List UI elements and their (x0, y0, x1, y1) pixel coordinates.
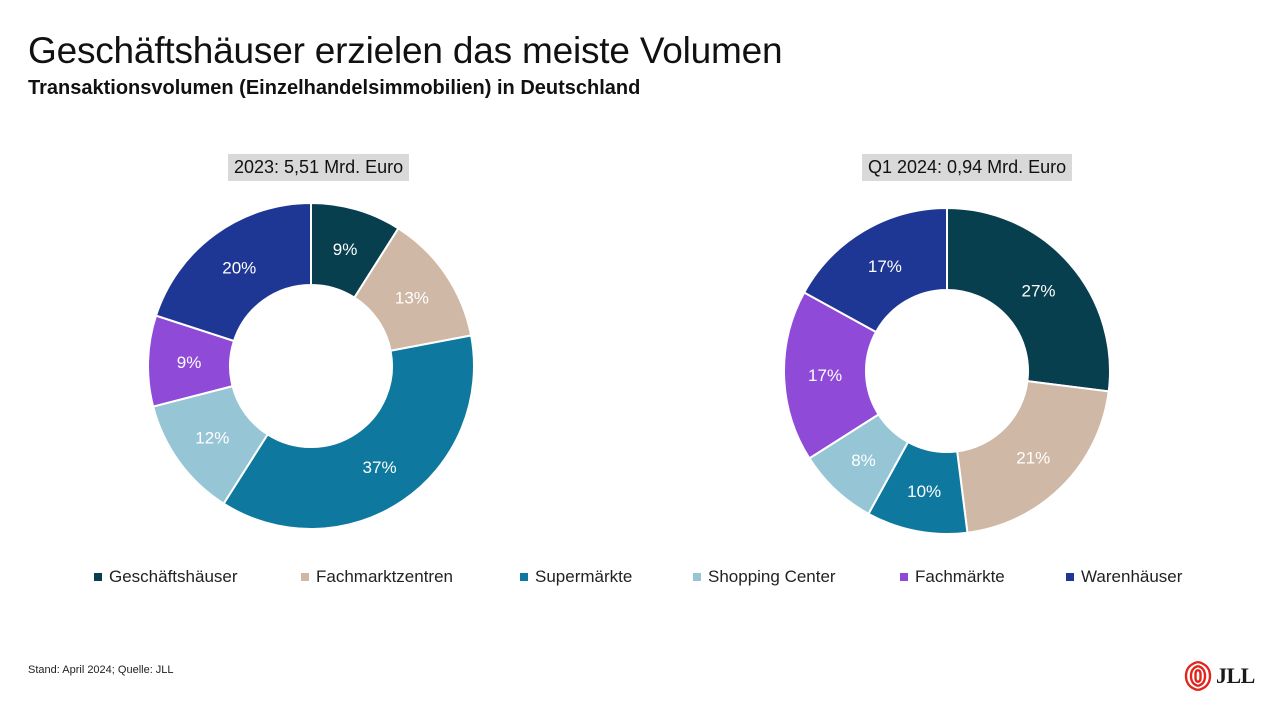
source-footnote: Stand: April 2024; Quelle: JLL (28, 664, 174, 676)
donut-slice-q1-2024-0 (946, 206, 1111, 393)
legend-swatch (520, 573, 528, 581)
donut-data-label: 13% (395, 288, 429, 307)
jll-logo-text: JLL (1216, 663, 1255, 688)
donut-slice-2023-5 (154, 201, 312, 343)
legend-item-fachmaerkte: Fachmärkte (900, 567, 1005, 587)
jll-logo: JLL (1183, 660, 1255, 692)
chart-q1-2024-title: Q1 2024: 0,94 Mrd. Euro (862, 154, 1073, 181)
legend-item-warenhaeuser: Warenhäuser (1066, 567, 1182, 587)
legend-item-supermaerkte: Supermärkte (520, 567, 632, 587)
donut-data-label: 8% (851, 451, 876, 470)
page-subtitle: Transaktionsvolumen (Einzelhandelsimmobi… (28, 77, 641, 99)
chart-legend: Geschäftshäuser Fachmarktzentren Supermä… (0, 567, 1280, 591)
jll-logo-icon (1184, 660, 1212, 692)
donut-data-label: 37% (363, 458, 397, 477)
donut-data-label: 17% (868, 257, 902, 276)
legend-label: Geschäftshäuser (109, 567, 238, 586)
legend-label: Fachmarktzentren (316, 567, 453, 586)
donut-data-label: 10% (907, 482, 941, 501)
donut-slice-q1-2024-5 (802, 206, 948, 334)
donut-data-label: 12% (195, 429, 229, 448)
legend-item-shopping-center: Shopping Center (693, 567, 836, 587)
donut-data-label: 20% (222, 258, 256, 277)
donut-slice-q1-2024-4 (783, 291, 880, 460)
legend-label: Supermärkte (535, 567, 633, 586)
donut-data-label: 27% (1021, 281, 1055, 300)
donut-data-label: 9% (177, 353, 202, 372)
donut-slice-2023-2 (222, 334, 475, 530)
legend-swatch (900, 573, 908, 581)
legend-swatch (1066, 573, 1074, 581)
legend-swatch (693, 573, 701, 581)
donut-data-label: 21% (1016, 448, 1050, 467)
legend-label: Shopping Center (708, 567, 836, 586)
page-title: Geschäftshäuser erzielen das meiste Volu… (28, 30, 783, 71)
donut-data-label: 9% (333, 240, 358, 259)
donut-slice-q1-2024-1 (956, 380, 1110, 534)
legend-label: Warenhäuser (1081, 567, 1183, 586)
legend-swatch (94, 573, 102, 581)
legend-label: Fachmärkte (915, 567, 1005, 586)
donut-data-label: 17% (808, 366, 842, 385)
legend-swatch (301, 573, 309, 581)
legend-item-geschaeftshaeuser: Geschäftshäuser (94, 567, 238, 587)
chart-2023-title: 2023: 5,51 Mrd. Euro (228, 154, 410, 181)
legend-item-fachmarktzentren: Fachmarktzentren (301, 567, 453, 587)
